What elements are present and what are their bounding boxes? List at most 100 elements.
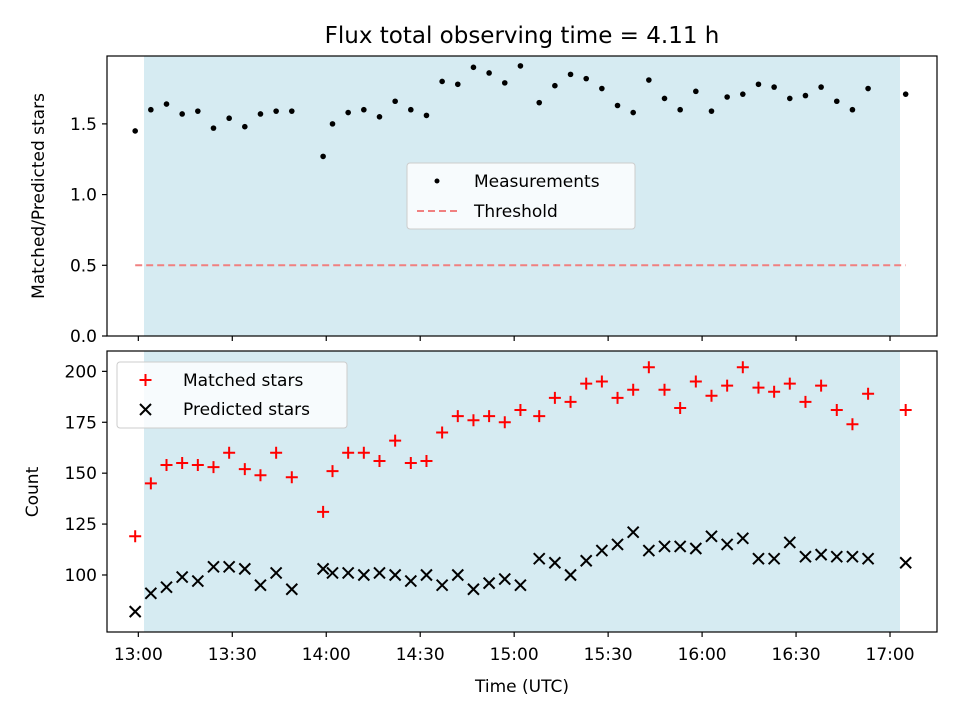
predicted-star-point — [316, 562, 330, 576]
ratio-y-tick-label: 0.5 — [70, 256, 97, 276]
matched-star-point — [285, 471, 298, 484]
ratio-legend-box — [406, 162, 636, 230]
predicted-star-point — [783, 536, 796, 549]
matched-star-point — [815, 379, 828, 392]
predicted-star-point — [720, 538, 734, 551]
matched-star-point — [160, 459, 173, 472]
matched-star-point — [721, 379, 734, 392]
predicted-star-point — [658, 540, 671, 553]
predicted-star-point — [595, 544, 609, 557]
legend-label-threshold: Threshold — [473, 202, 558, 222]
predicted-star-point — [222, 560, 236, 574]
measurement-point — [583, 75, 590, 82]
ratio-plot-frame — [106, 55, 938, 337]
measurement-point — [771, 84, 777, 90]
matched-star-point — [799, 395, 812, 408]
predicted-star-point — [285, 583, 298, 596]
measurement-point — [439, 78, 445, 85]
measurement-point — [361, 106, 367, 113]
matched-star-point — [467, 414, 480, 427]
ratio-y-axis-label: Matched/Predicted stars — [29, 93, 49, 299]
measurement-point — [423, 112, 430, 119]
predicted-star-point — [799, 550, 812, 563]
measurement-point — [646, 77, 652, 83]
predicted-star-point — [420, 568, 433, 582]
predicted-star-point — [548, 556, 562, 569]
ratio-marks — [132, 63, 909, 267]
predicted-star-point — [254, 578, 267, 592]
matched-star-point — [642, 361, 655, 374]
matched-star-point — [564, 395, 577, 408]
measurement-point — [345, 109, 351, 116]
measurement-point — [614, 102, 621, 109]
predicted-star-point — [846, 550, 859, 563]
measurement-point — [902, 91, 909, 97]
predicted-star-point — [269, 566, 283, 580]
predicted-star-point — [899, 556, 912, 569]
x-tick-label: 13:30 — [208, 645, 257, 665]
matched-star-point — [317, 505, 330, 518]
matched-star-point — [357, 446, 370, 459]
predicted-star-point — [498, 572, 511, 586]
measurement-point — [486, 70, 492, 76]
count-plot-frame — [106, 350, 938, 633]
count-y-tick-label: 175 — [65, 413, 97, 433]
measurement-point — [132, 128, 138, 134]
matched-star-point — [404, 456, 417, 469]
predicted-star-point — [642, 544, 656, 557]
count-x-ticks: 13:00 13:30 14:00 14:30 15:00 15:30 16:00 16:30… — [114, 632, 915, 665]
measurement-point — [470, 64, 477, 71]
predicted-star-point — [736, 532, 750, 545]
matched-star-point — [689, 375, 702, 388]
measurement-point — [148, 106, 154, 113]
measurement-point — [376, 114, 383, 120]
predicted-star-point — [673, 540, 687, 553]
predicted-star-point — [238, 562, 252, 576]
measurement-point — [724, 94, 730, 100]
predicted-star-point — [689, 542, 703, 555]
matched-star-point — [514, 404, 527, 417]
measurement-point — [802, 92, 809, 99]
measurement-point — [408, 106, 414, 113]
ratio-x-ticks — [137, 336, 891, 341]
matched-star-point — [580, 377, 593, 390]
x-tick-label: 14:00 — [302, 645, 351, 665]
matched-star-point — [451, 410, 464, 423]
matched-star-point — [674, 402, 687, 415]
matched-star-point — [498, 416, 511, 429]
matched-star-point — [176, 456, 189, 469]
matched-star-point — [223, 446, 236, 459]
measurement-point — [677, 106, 683, 113]
count-y-tick-label: 200 — [65, 362, 97, 382]
predicted-star-point — [767, 552, 781, 565]
count-legend: Matched stars Predicted stars — [116, 361, 348, 429]
predicted-star-point — [404, 574, 418, 588]
measurement-point — [740, 91, 746, 97]
matched-star-point — [191, 459, 204, 472]
predicted-star-point — [611, 538, 624, 551]
matched-star-point — [326, 465, 339, 478]
measurement-point — [517, 63, 524, 69]
matched-star-point — [705, 389, 718, 402]
matched-star-point — [238, 463, 251, 476]
x-tick-label: 13:00 — [114, 645, 163, 665]
measurement-point — [786, 95, 793, 102]
matched-star-point — [207, 461, 220, 474]
matched-star-point — [270, 446, 283, 459]
x-tick-label: 17:00 — [866, 645, 915, 665]
matched-star-point — [846, 418, 859, 431]
predicted-star-point — [533, 552, 546, 565]
measurement-point — [693, 88, 699, 95]
measurement-point — [818, 84, 824, 90]
measurement-point — [865, 85, 871, 92]
predicted-star-point — [451, 568, 464, 582]
predicted-star-point — [341, 566, 355, 580]
matched-star-point — [254, 469, 267, 482]
predicted-star-point — [191, 574, 205, 588]
predicted-star-point — [830, 550, 843, 563]
measurement-point — [226, 115, 232, 122]
predicted-star-point — [128, 605, 142, 618]
matched-star-point — [862, 387, 875, 400]
measurement-point — [179, 111, 185, 117]
